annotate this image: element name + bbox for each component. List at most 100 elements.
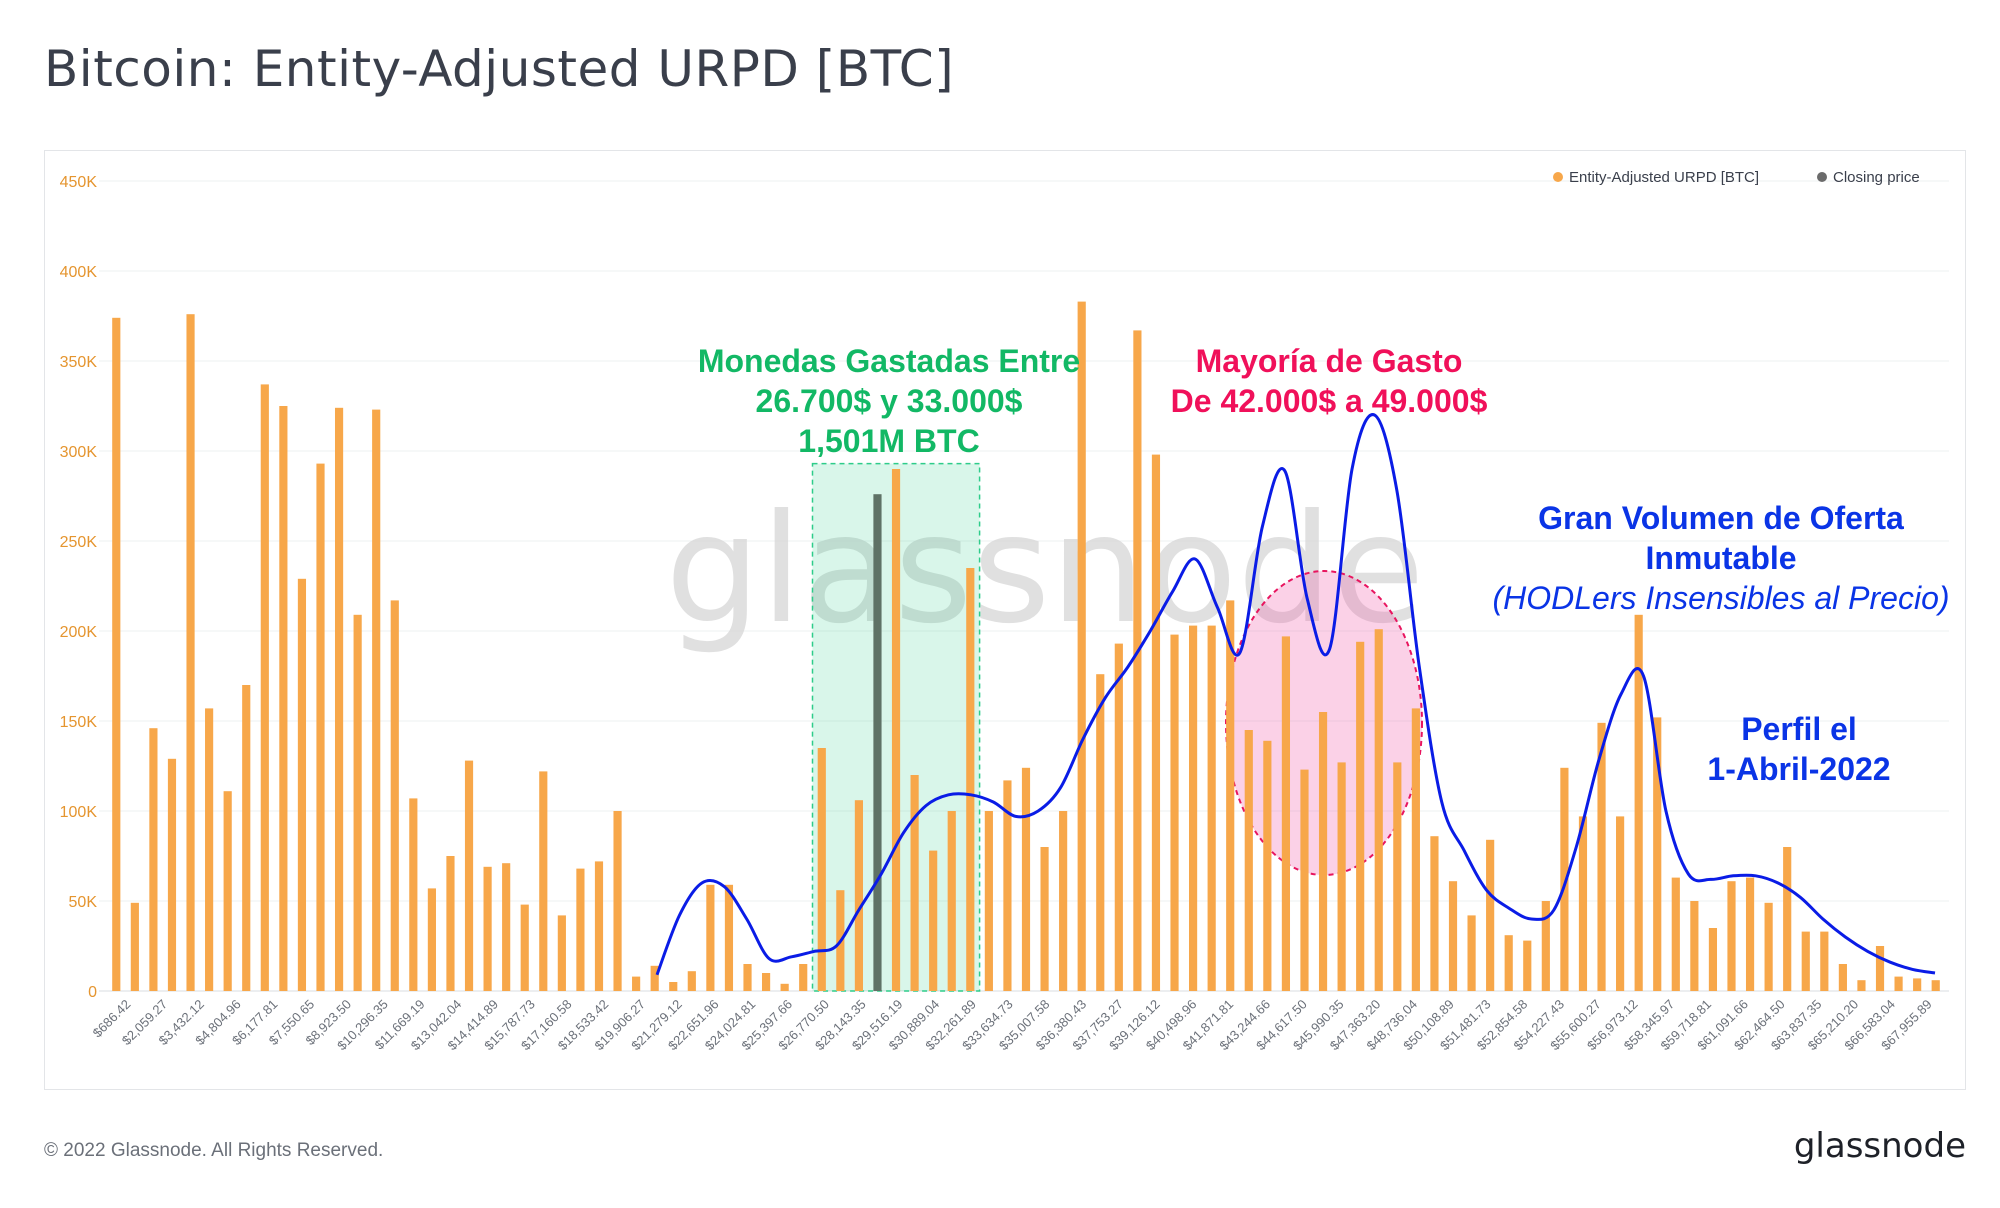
bar [297, 578, 307, 991]
watermark: glassnode [665, 483, 1424, 657]
bar [1616, 816, 1625, 991]
urpd-chart: 0 50K 100K 150K 200K 250K 300K 350K 400K 450K glas… [60, 169, 1950, 1054]
bar [186, 314, 195, 991]
bar [409, 798, 418, 991]
legend-label-urpd: Entity-Adjusted URPD [BTC] [1569, 169, 1759, 186]
bar [1244, 730, 1253, 991]
bar [1114, 643, 1123, 991]
bar [1021, 767, 1031, 991]
y-tick-label: 200K [60, 624, 98, 641]
bar [557, 915, 566, 991]
bar [799, 964, 808, 991]
bar [1875, 946, 1885, 991]
bar [1411, 708, 1420, 991]
profile-annotation-line: 1-Abril-2022 [1707, 751, 1890, 787]
bar [1133, 330, 1142, 991]
bar [1189, 625, 1198, 991]
bar [446, 856, 455, 991]
bar [780, 983, 789, 991]
bars [112, 301, 1940, 992]
y-tick-label: 400K [60, 264, 98, 281]
legend: Entity-Adjusted URPD [BTC] Closing price [1553, 169, 1920, 186]
hodl-annotation-line: Gran Volumen de Oferta [1538, 500, 1904, 536]
bar [112, 317, 121, 991]
bar [817, 748, 826, 991]
bar [1448, 881, 1458, 991]
bar [1300, 769, 1309, 991]
bar [427, 888, 436, 991]
bar [1857, 980, 1866, 991]
bar [1356, 641, 1365, 991]
y-tick-label: 450K [60, 174, 98, 191]
bar [1263, 740, 1272, 991]
hodl-annotation: Gran Volumen de Oferta Inmutable (HODLers … [1492, 500, 1949, 616]
bar [130, 902, 139, 991]
bar [1207, 625, 1216, 991]
pink-annotation: Mayoría de Gasto De 42.000$ a 49.000$ [1171, 343, 1488, 419]
bar [149, 728, 158, 991]
bar [891, 469, 901, 991]
bar [464, 760, 474, 991]
bar [910, 775, 919, 991]
x-axis: $686.42$2,059.27$3,432.12$4,804.96$6,177… [90, 997, 1935, 1054]
bar [966, 568, 975, 991]
bar [260, 384, 269, 991]
bar [1578, 816, 1588, 991]
y-tick-label: 350K [60, 354, 98, 371]
bar [1077, 301, 1086, 992]
bar [947, 811, 956, 991]
bar [372, 409, 381, 992]
bar [1337, 762, 1346, 991]
y-tick-label: 100K [60, 804, 98, 821]
bar [1597, 722, 1606, 991]
bar [743, 964, 752, 991]
bar [1838, 964, 1847, 991]
bar [594, 861, 604, 991]
chart-frame: 0 50K 100K 150K 200K 250K 300K 350K 400K 450K glas… [44, 150, 1966, 1090]
bar [520, 904, 529, 991]
bar [1727, 881, 1736, 991]
profile-annotation-line: Perfil el [1741, 711, 1857, 747]
bar [632, 976, 641, 991]
bar [984, 811, 993, 991]
bar [316, 463, 325, 992]
bar [1783, 847, 1792, 991]
bar [279, 406, 288, 991]
bar [1708, 928, 1718, 991]
y-tick-label: 150K [60, 714, 98, 731]
bar [1040, 847, 1049, 991]
bar [1801, 931, 1810, 991]
bar [1003, 780, 1012, 991]
bar [687, 971, 696, 991]
green-annotation-line: Monedas Gastadas Entre [698, 343, 1080, 379]
bar [1894, 976, 1903, 991]
green-annotation-line: 1,501M BTC [798, 423, 979, 459]
page-title: Bitcoin: Entity-Adjusted URPD [BTC] [44, 40, 955, 98]
copyright-text: © 2022 Glassnode. All Rights Reserved. [44, 1140, 384, 1161]
bar [1653, 717, 1662, 991]
bar [929, 850, 938, 991]
bar [650, 965, 659, 991]
bar [1541, 901, 1550, 991]
bar [539, 771, 548, 991]
bar [761, 973, 771, 991]
bar [1764, 902, 1773, 991]
legend-label-price: Closing price [1833, 169, 1920, 186]
green-annotation: Monedas Gastadas Entre 26.700$ y 33.000$ 1… [698, 343, 1080, 459]
bar [242, 685, 251, 991]
bar [1151, 454, 1161, 992]
bar [483, 866, 492, 991]
legend-dot-price [1817, 172, 1827, 182]
y-tick-label: 300K [60, 444, 98, 461]
legend-dot-urpd [1553, 172, 1563, 182]
bar [390, 600, 399, 991]
bar [1671, 877, 1680, 991]
bar [1486, 839, 1495, 991]
bar [873, 494, 882, 991]
bar [334, 407, 344, 991]
bar [1059, 811, 1068, 991]
bar [576, 868, 585, 991]
bar [1745, 877, 1755, 991]
bar [1504, 935, 1513, 991]
glassnode-logo: glassnode [1793, 1126, 1966, 1166]
